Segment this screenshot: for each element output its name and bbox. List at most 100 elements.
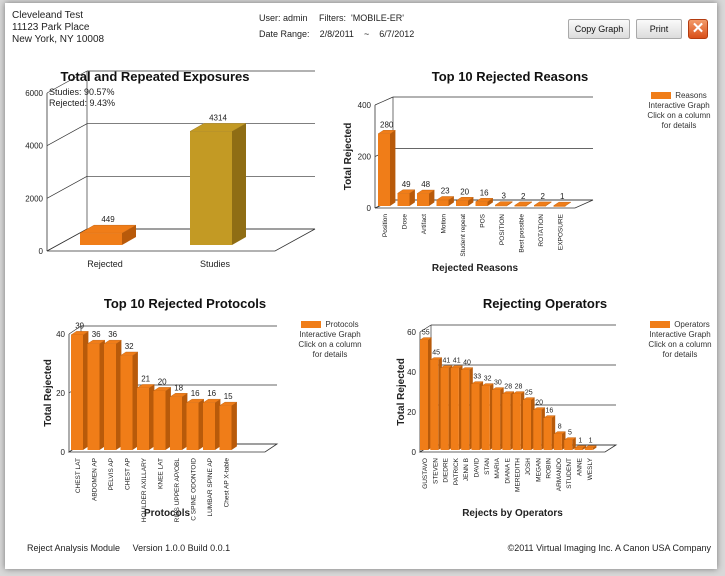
category-label: ARMANDO (556, 458, 563, 491)
bar (450, 368, 459, 450)
category-label: Artifact (421, 214, 428, 234)
category-label: MARIA (494, 457, 501, 478)
y-tick-label: 4000 (25, 142, 43, 151)
protocols-legend: Protocols Interactive Graph Click on a c… (293, 320, 367, 360)
category-label: KNEE LAT (158, 458, 165, 489)
category-label: Chest AP X-table (224, 458, 231, 508)
filters-label: Filters: (319, 13, 346, 23)
data-label: 2 (521, 192, 526, 201)
bar-top (513, 201, 533, 206)
data-label: 16 (207, 389, 216, 398)
data-label: 3 (501, 192, 506, 201)
footer-copyright: ©2011 Virtual Imaging Inc. A Canon USA C… (507, 543, 711, 553)
bar (456, 200, 468, 206)
y-tick-label: 2000 (25, 194, 43, 203)
data-label: 30 (494, 380, 502, 387)
y-tick-label: 400 (358, 101, 372, 110)
operators-legend: Operators Interactive Graph Click on a c… (643, 320, 717, 360)
grid-diagonal (46, 70, 88, 94)
category-label: ROTATION (538, 214, 545, 247)
bar-top (136, 384, 156, 389)
category-label: Best possible (519, 214, 526, 253)
y-tick-label: 20 (56, 389, 65, 398)
category-label: STEVEN (432, 458, 439, 484)
bar-side (198, 399, 204, 450)
category-label: SHOULDER AXILLARY (141, 457, 148, 522)
bar (461, 370, 470, 450)
data-label: 32 (125, 342, 134, 351)
date-from: 2/8/2011 (319, 29, 354, 39)
bar (495, 205, 507, 207)
data-label: 32 (484, 376, 492, 383)
bar-top (103, 340, 123, 344)
data-label: 8 (558, 424, 562, 431)
category-label: Studies (200, 259, 231, 269)
date-range: Date Range: 2/8/2011 ~ 6/7/2012 (259, 29, 414, 40)
y-tick-label: 0 (61, 448, 66, 457)
data-label: 36 (92, 330, 101, 339)
filters-value: 'MOBILE-ER' (351, 13, 404, 23)
legend-name: Reasons (675, 91, 707, 100)
y-tick-label: 0 (39, 247, 44, 256)
bar (153, 391, 166, 450)
reasons-legend: Reasons Interactive Graph Click on a col… (643, 91, 715, 131)
bar-top (86, 340, 106, 344)
y-tick-label: 60 (407, 328, 416, 337)
close-button[interactable]: ✕ (688, 19, 708, 39)
data-label: 45 (432, 350, 440, 357)
org-address-line1: 11123 Park Place (12, 22, 90, 33)
data-label: 1 (560, 192, 565, 201)
y-tick-label: 0 (367, 204, 372, 213)
legend-name: Operators (674, 320, 710, 329)
category-label: STAN (484, 458, 491, 475)
bar-top (377, 130, 397, 135)
data-label: 449 (101, 215, 115, 224)
bar-side (232, 123, 246, 245)
copy-graph-button[interactable]: Copy Graph (568, 19, 630, 39)
legend-swatch (650, 321, 671, 329)
data-label: 20 (535, 400, 543, 407)
y-tick-label: 40 (407, 368, 416, 377)
data-label: 2 (540, 192, 545, 201)
data-label: 28 (515, 384, 523, 391)
data-label: 280 (380, 120, 394, 129)
bar-top (202, 398, 222, 404)
data-label: 23 (441, 186, 450, 195)
grid-diagonal (374, 96, 394, 106)
category-label: JENN B (463, 458, 470, 481)
bar-side (122, 225, 136, 245)
user-value: admin (283, 13, 308, 23)
bar (378, 133, 390, 206)
data-label: 15 (224, 392, 233, 401)
data-label: 28 (504, 384, 512, 391)
org-address-line2: New York, NY 10008 (12, 34, 105, 45)
category-label: C SPINE ODONTOID (191, 458, 198, 521)
legend-note: Interactive Graph Click on a column for … (648, 330, 712, 359)
y-axis-label: Total Rejected (343, 123, 354, 191)
bar (430, 360, 439, 450)
chart-title: Total and Repeated Exposures (60, 69, 249, 84)
date-separator: ~ (363, 29, 370, 39)
close-x-icon: ✕ (691, 20, 705, 37)
category-label: CHEST AP (125, 458, 132, 490)
bar (514, 205, 527, 207)
data-label: 39 (75, 321, 84, 330)
data-label: 1 (589, 438, 593, 445)
bar (219, 405, 232, 450)
date-to: 6/7/2012 (379, 29, 415, 39)
y-tick-label: 0 (412, 448, 417, 457)
bar (502, 394, 511, 450)
category-label: PELVIS AP (108, 458, 115, 490)
bar (584, 448, 593, 450)
org-info: Cleveleand Test 11123 Park Place New Yor… (12, 10, 104, 46)
print-button[interactable]: Print (636, 19, 682, 39)
org-name: Cleveleand Test (12, 10, 83, 21)
x-axis-label: Protocols (144, 508, 191, 519)
category-label: STUDENT (566, 458, 573, 489)
bar-side (592, 445, 597, 450)
data-label: 16 (480, 188, 489, 197)
category-label: GUSTAVO (422, 458, 429, 489)
bar (574, 448, 583, 450)
x-axis-label: Rejects by Operators (462, 508, 563, 519)
y-tick-label: 20 (407, 408, 416, 417)
